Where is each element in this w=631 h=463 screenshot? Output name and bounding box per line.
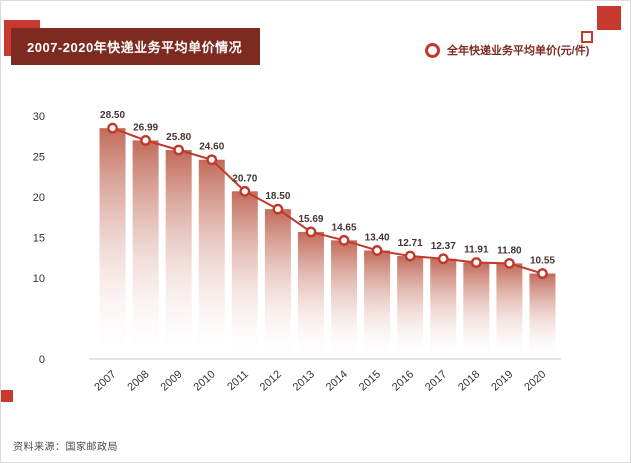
value-label: 24.60 — [199, 142, 224, 153]
x-tick-label: 2013 — [291, 368, 317, 393]
x-tick-label: 2016 — [390, 368, 416, 393]
data-point-marker — [404, 250, 416, 262]
value-label: 26.99 — [133, 122, 158, 133]
value-label: 13.40 — [365, 232, 390, 243]
data-source-note: 资料来源：国家邮政局 — [13, 442, 118, 453]
gradient-bar — [496, 263, 523, 359]
value-label: 18.50 — [265, 191, 290, 202]
x-tick-label: 2014 — [324, 368, 350, 393]
x-tick-label: 2011 — [225, 368, 251, 393]
y-tick-label: 15 — [33, 233, 45, 245]
gradient-bar — [198, 159, 225, 359]
gradient-bar — [430, 258, 457, 359]
gradient-bar — [165, 150, 192, 359]
data-point-marker — [437, 253, 449, 265]
x-tick-label: 2007 — [92, 368, 118, 393]
legend-label: 全年快递业务平均单价(元/件) — [447, 45, 590, 57]
x-tick-label: 2018 — [456, 368, 482, 393]
value-label: 15.69 — [298, 214, 323, 225]
gradient-bar — [297, 231, 324, 359]
data-point-marker — [537, 268, 548, 279]
x-tick-label: 2008 — [125, 368, 151, 393]
gradient-bar — [397, 256, 424, 359]
gradient-bar — [264, 209, 291, 359]
value-label: 20.70 — [232, 173, 257, 184]
data-point-marker — [338, 234, 350, 246]
y-tick-label: 0 — [39, 354, 45, 366]
x-tick-label: 2010 — [192, 368, 218, 393]
value-label: 25.80 — [166, 132, 191, 143]
data-point-marker — [503, 258, 515, 269]
data-point-marker — [272, 203, 284, 215]
data-point-marker — [371, 245, 383, 256]
gradient-bar — [364, 250, 391, 359]
legend-marker-icon — [425, 42, 440, 58]
chart-title: 2007-2020年快递业务平均单价情况 — [27, 40, 243, 55]
x-tick-label: 2019 — [489, 368, 515, 393]
data-point-marker — [173, 144, 185, 156]
data-point-marker — [206, 154, 218, 166]
line-chart: 0 10 15 20 25 30 28.50 2007 26.99 2008 25.80 2009 24… — [33, 110, 561, 394]
gradient-bar — [331, 240, 358, 359]
decoration-outline-square-top-right — [581, 31, 593, 43]
gradient-bar — [463, 262, 490, 359]
gradient-bar — [529, 273, 556, 359]
value-label: 28.50 — [100, 110, 125, 121]
x-tick-label: 2009 — [158, 368, 184, 393]
data-point-marker — [470, 257, 482, 268]
legend[interactable]: 全年快递业务平均单价(元/件) — [425, 42, 589, 58]
y-tick-label: 20 — [33, 192, 45, 204]
data-point-marker — [305, 226, 317, 238]
y-tick-label: 10 — [33, 273, 45, 285]
data-point-marker — [140, 134, 152, 146]
chart-title-banner: 2007-2020年快递业务平均单价情况 — [11, 28, 261, 65]
series-line — [112, 127, 543, 275]
value-label: 12.37 — [431, 241, 456, 252]
y-tick-label: 25 — [33, 152, 45, 164]
decoration-square-bottom-left — [1, 390, 13, 402]
data-point-marker — [239, 185, 251, 197]
x-tick-label: 2015 — [357, 368, 383, 393]
x-tick-label: 2020 — [522, 368, 548, 393]
value-label: 14.65 — [332, 222, 357, 233]
decoration-square-top-right — [597, 6, 621, 30]
value-label: 12.71 — [398, 238, 423, 249]
y-tick-label: 30 — [33, 111, 45, 123]
data-point-marker — [107, 122, 118, 134]
gradient-bar — [99, 128, 126, 359]
value-label: 10.55 — [530, 256, 555, 267]
x-tick-label: 2012 — [258, 368, 284, 393]
x-tick-label: 2017 — [423, 368, 449, 393]
value-label: 11.80 — [497, 245, 522, 256]
value-label: 11.91 — [464, 245, 489, 256]
gradient-bar — [132, 140, 159, 359]
gradient-bar — [231, 191, 258, 359]
